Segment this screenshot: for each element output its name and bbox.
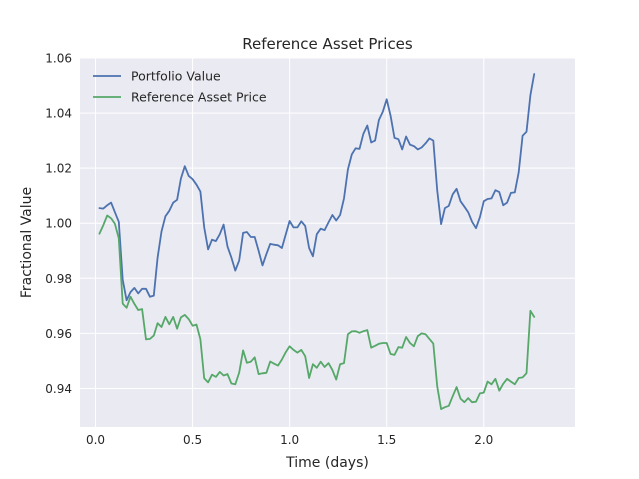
series-line-reference-asset-price (98, 214, 536, 410)
series-line-portfolio-value (98, 73, 536, 302)
x-tick-label: 0.0 (86, 433, 105, 447)
y-tick-label: 0.98 (45, 272, 72, 286)
legend-label-portfolio-value: Portfolio Value (131, 69, 221, 84)
y-tick-label: 1.06 (45, 52, 72, 66)
y-tick-label: 1.00 (45, 217, 72, 231)
x-tick-label: 1.5 (377, 433, 396, 447)
series-layer (98, 73, 536, 410)
x-tick-label: 2.0 (474, 433, 493, 447)
y-tick-label: 0.96 (45, 327, 72, 341)
chart-title: Reference Asset Prices (242, 35, 413, 53)
plot-area (80, 58, 575, 427)
x-axis-ticks: 0.0 0.5 1.0 1.5 2.0 (86, 433, 493, 447)
y-axis-ticks: 0.94 0.96 0.98 1.00 1.02 1.04 1.06 (45, 52, 72, 396)
x-axis-label: Time (days) (285, 455, 369, 471)
x-tick-label: 1.0 (280, 433, 299, 447)
grid (80, 57, 575, 427)
y-tick-label: 1.04 (45, 107, 72, 121)
legend: Portfolio Value Reference Asset Price (93, 69, 267, 105)
y-axis-label: Fractional Value (19, 187, 35, 298)
x-tick-label: 0.5 (183, 433, 202, 447)
y-tick-label: 0.94 (45, 382, 72, 396)
legend-label-reference-asset-price: Reference Asset Price (131, 90, 267, 105)
y-tick-label: 1.02 (45, 162, 72, 176)
